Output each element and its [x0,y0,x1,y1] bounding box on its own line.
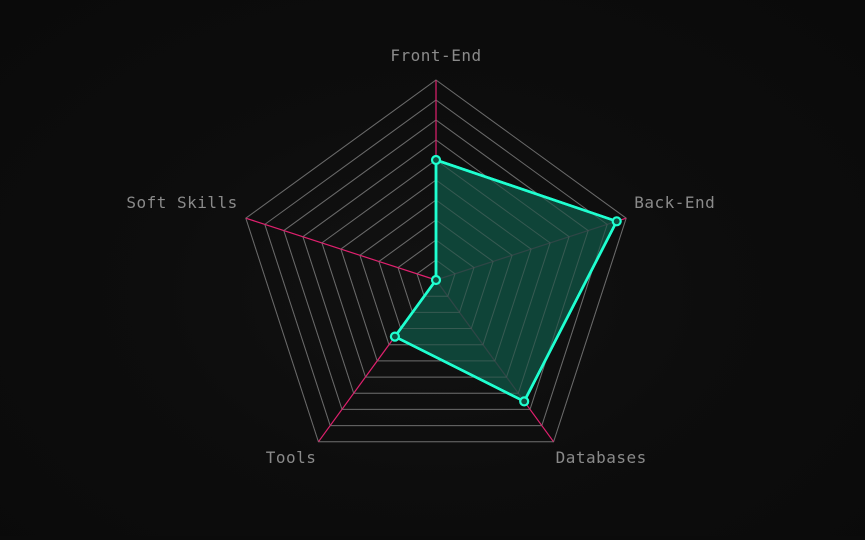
grid-ring-overlay-7 [302,139,570,394]
axis-labels: Front-End Back-End Databases Tools Soft Skil… [126,46,715,467]
axis-label-tools: Tools [266,448,317,467]
axis-label-front-end: Front-End [390,46,481,65]
grid-ring-overlay-2 [397,239,475,313]
axis-label-back-end: Back-End [634,193,715,212]
grid-ring-10 [245,79,627,443]
data-point-tools [389,331,400,342]
grid-ring-overlay-1 [416,259,456,297]
grid-ring-9 [264,99,608,427]
data-point-soft-skills [430,274,442,286]
series-area [393,158,619,403]
grid-ring-overlay-3 [378,219,494,329]
grid-ring-overlay-10 [245,79,627,443]
data-point-databases [519,396,530,407]
data-point-front-end [430,154,442,166]
grid-ring-overlay-4 [359,199,513,346]
axis-label-soft-skills: Soft Skills [126,193,237,212]
grid-ring-overlay-8 [283,119,589,410]
data-point-back-end [611,216,622,227]
grid-ring-overlay-6 [321,159,551,378]
spoke-soft-skills [245,217,437,281]
grid-ring-overlay-9 [264,99,608,427]
axis-label-databases: Databases [556,448,647,467]
radar-series [245,79,627,443]
series-line [393,158,619,403]
grid-ring-overlay-5 [340,179,532,362]
